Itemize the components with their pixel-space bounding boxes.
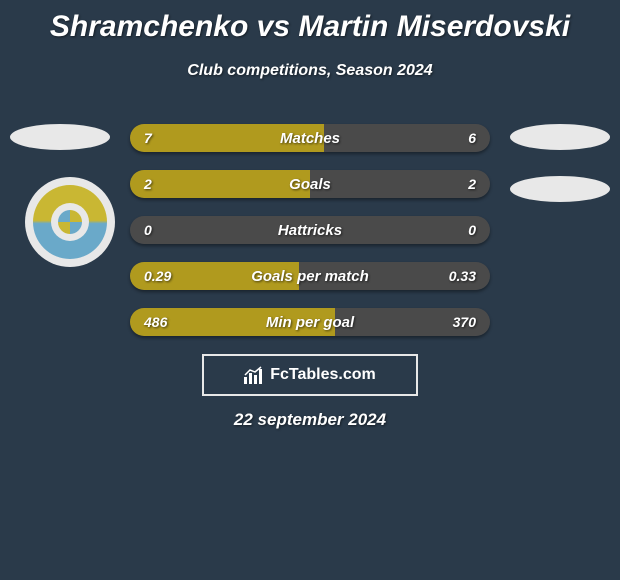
- player-right-badge-2: [510, 176, 610, 202]
- chart-icon: [244, 366, 264, 384]
- stat-row: 00Hattricks: [130, 216, 490, 244]
- stat-row: 22Goals: [130, 170, 490, 198]
- subtitle: Club competitions, Season 2024: [0, 62, 620, 80]
- bar-left-fill: [130, 262, 299, 290]
- player-left-badge-1: [10, 124, 110, 150]
- club-badge-swirl-icon: [51, 203, 89, 241]
- bar-left-fill: [130, 308, 335, 336]
- brand-box: FcTables.com: [202, 354, 418, 396]
- stat-row: 76Matches: [130, 124, 490, 152]
- player-right-badge-1: [510, 124, 610, 150]
- club-badge-left: [25, 177, 115, 267]
- bar-left-fill: [130, 216, 310, 244]
- bar-right-fill: [335, 308, 490, 336]
- bar-right-fill: [310, 216, 490, 244]
- stats-bars: 76Matches 22Goals 00Hattricks 0.290.33Goals…: [130, 124, 490, 354]
- page-title: Shramchenko vs Martin Miserdovski: [0, 0, 620, 44]
- bar-right-fill: [310, 170, 490, 198]
- date-text: 22 september 2024: [0, 410, 620, 430]
- bar-left-fill: [130, 170, 310, 198]
- stat-row: 486370Min per goal: [130, 308, 490, 336]
- stat-row: 0.290.33Goals per match: [130, 262, 490, 290]
- bar-right-fill: [299, 262, 490, 290]
- brand-name: FcTables.com: [270, 366, 376, 384]
- club-badge-inner: [33, 185, 107, 259]
- bar-left-fill: [130, 124, 324, 152]
- bar-right-fill: [324, 124, 490, 152]
